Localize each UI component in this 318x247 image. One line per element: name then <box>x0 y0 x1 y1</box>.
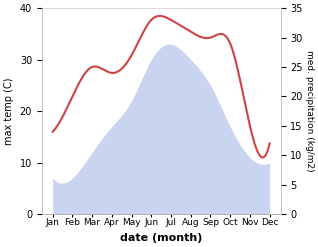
Y-axis label: med. precipitation (kg/m2): med. precipitation (kg/m2) <box>305 50 314 172</box>
X-axis label: date (month): date (month) <box>120 233 202 243</box>
Y-axis label: max temp (C): max temp (C) <box>4 77 14 145</box>
